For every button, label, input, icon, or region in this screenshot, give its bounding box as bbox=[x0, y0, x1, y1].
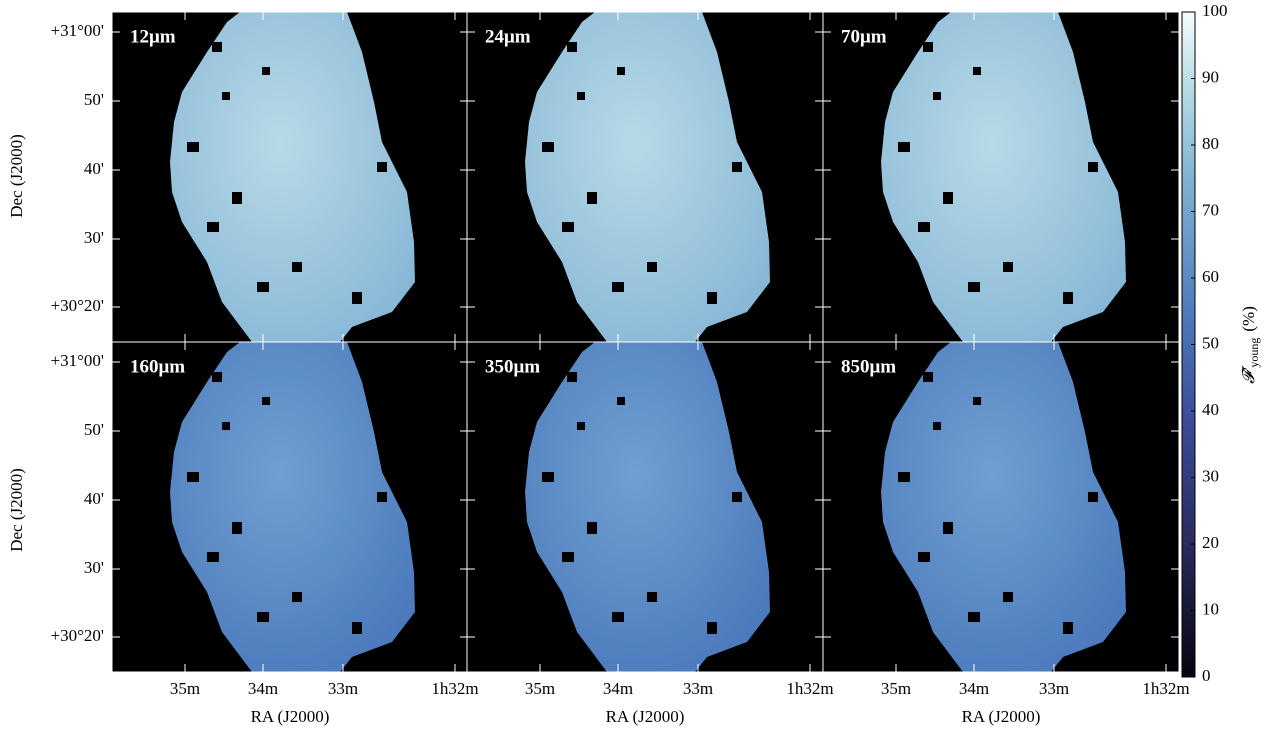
x-axis-label: RA (J2000) bbox=[251, 707, 330, 726]
y-tick-label: +30°20' bbox=[51, 296, 104, 315]
x-tick-label: 1h32m bbox=[431, 679, 478, 698]
y-tick-label: 40' bbox=[84, 159, 104, 178]
panel-label: 160μm bbox=[130, 356, 185, 377]
x-axis-label: RA (J2000) bbox=[962, 707, 1041, 726]
y-axis-label: Dec (J2000) bbox=[7, 134, 26, 218]
colorbar-tick-label: 90 bbox=[1202, 67, 1219, 86]
colorbar-tick-label: 0 bbox=[1202, 666, 1211, 685]
colorbar-symbol: 𝓕′ bbox=[1239, 365, 1258, 384]
x-tick-label: 1h32m bbox=[1142, 679, 1189, 698]
panel: 160μm bbox=[111, 341, 469, 673]
y-axis-label: Dec (J2000) bbox=[7, 468, 26, 552]
panel-label: 850μm bbox=[841, 356, 896, 377]
colorbar-tick-label: 20 bbox=[1202, 533, 1219, 552]
y-tick-label: 50' bbox=[84, 90, 104, 109]
x-tick-label: 33m bbox=[328, 679, 358, 698]
x-tick-label: 34m bbox=[603, 679, 633, 698]
panel-label: 12μm bbox=[130, 26, 176, 47]
colorbar-tick-label: 70 bbox=[1202, 200, 1219, 219]
colorbar-tick-label: 80 bbox=[1202, 134, 1219, 153]
colorbar-tick-label: 60 bbox=[1202, 267, 1219, 286]
y-tick-label: 50' bbox=[84, 420, 104, 439]
colorbar-tick-label: 30 bbox=[1202, 466, 1219, 485]
panels: 12μm 24μm 70μm 160μm 350μm 850μm bbox=[111, 11, 1180, 673]
y-tick-label: 30' bbox=[84, 558, 104, 577]
x-tick-label: 34m bbox=[248, 679, 278, 698]
panel: 850μm bbox=[822, 341, 1180, 673]
panel: 12μm bbox=[111, 11, 469, 343]
panel-label: 70μm bbox=[841, 26, 887, 47]
colorbar-tick-label: 10 bbox=[1202, 599, 1219, 618]
panel: 24μm bbox=[466, 11, 824, 343]
y-tick-label: 30' bbox=[84, 228, 104, 247]
colorbar-sub: young bbox=[1247, 338, 1261, 368]
x-tick-label: 1h32m bbox=[786, 679, 833, 698]
x-tick-label: 35m bbox=[881, 679, 911, 698]
panel: 70μm bbox=[822, 11, 1180, 343]
y-tick-label: +30°20' bbox=[51, 626, 104, 645]
colorbar-tick-label: 100 bbox=[1202, 1, 1228, 20]
x-tick-label: 33m bbox=[683, 679, 713, 698]
x-tick-label: 35m bbox=[525, 679, 555, 698]
x-tick-label: 34m bbox=[959, 679, 989, 698]
colorbar-tick-label: 50 bbox=[1202, 333, 1219, 352]
colorbar-unit: (%) bbox=[1239, 306, 1258, 331]
panel-label: 350μm bbox=[485, 356, 540, 377]
x-tick-label: 35m bbox=[170, 679, 200, 698]
colorbar-label: 𝓕′young (%) bbox=[1239, 306, 1261, 384]
panel-frame bbox=[822, 341, 1180, 673]
y-tick-label: +31°00' bbox=[51, 351, 104, 370]
panel-label: 24μm bbox=[485, 26, 531, 47]
panel: 350μm bbox=[466, 341, 824, 673]
y-tick-label: +31°00' bbox=[51, 21, 104, 40]
x-axis-label: RA (J2000) bbox=[606, 707, 685, 726]
y-tick-label: 40' bbox=[84, 489, 104, 508]
x-tick-label: 33m bbox=[1039, 679, 1069, 698]
colorbar-tick-label: 40 bbox=[1202, 400, 1219, 419]
